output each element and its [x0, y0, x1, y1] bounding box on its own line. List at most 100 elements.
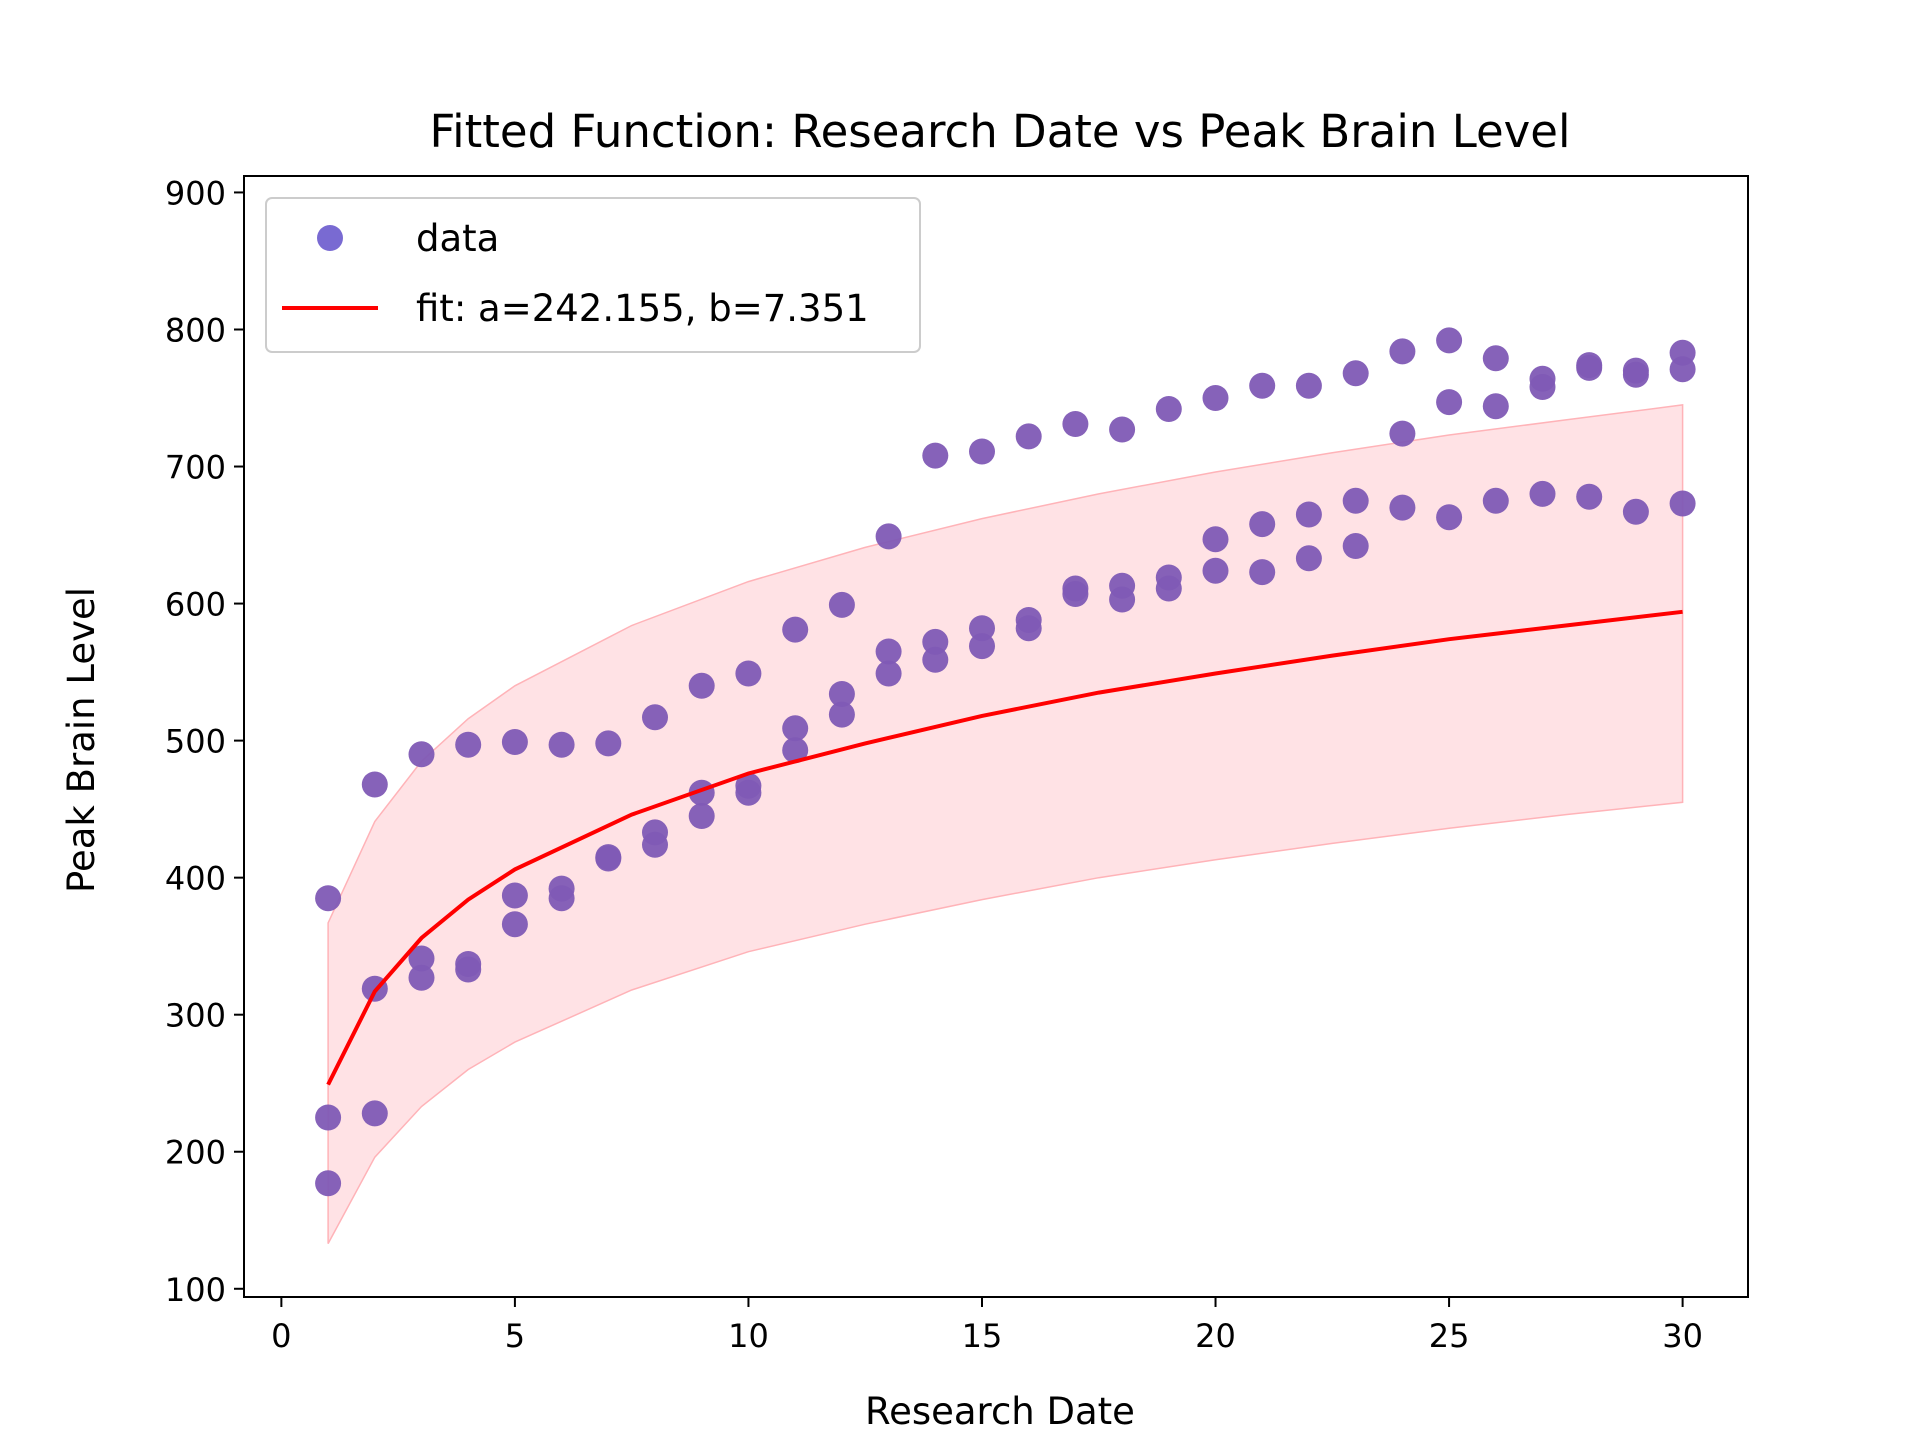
data-point: [1529, 480, 1556, 507]
data-point: [1342, 360, 1369, 387]
data-point: [1482, 345, 1509, 372]
data-point: [595, 730, 622, 757]
data-point: [501, 911, 528, 938]
data-point: [1389, 420, 1416, 447]
data-point: [875, 523, 902, 550]
data-point: [1295, 372, 1322, 399]
data-point: [361, 1100, 388, 1127]
data-point: [922, 646, 949, 673]
data-point: [828, 681, 855, 707]
plot-area: 0 5 10 15 20 25 30 100 200 300 400 500 600 700 800 900: [165, 174, 1749, 1355]
x-tick-label: 15: [962, 1317, 1003, 1355]
data-point: [1015, 615, 1042, 642]
x-tick-label: 25: [1429, 1317, 1470, 1355]
legend-box: [265, 197, 921, 353]
data-point: [455, 956, 482, 983]
data-point: [1342, 487, 1369, 514]
plot-frame: [243, 175, 1749, 1298]
data-point: [1155, 575, 1182, 602]
data-point: [548, 731, 575, 758]
data-point: [1249, 372, 1276, 399]
data-point: [408, 741, 435, 768]
data-point: [1529, 374, 1556, 400]
data-point: [969, 438, 995, 465]
data-point: [922, 628, 949, 655]
data-point: [1295, 545, 1322, 572]
legend: data fit: a=242.155, b=7.351: [265, 197, 921, 353]
y-tick-label: 200: [165, 1134, 226, 1172]
data-point: [1249, 511, 1276, 538]
chart-title: Fitted Function: Research Date vs Peak B…: [430, 105, 1571, 158]
data-point: [735, 660, 762, 687]
data-point: [1202, 385, 1229, 411]
x-axis-title: Research Date: [865, 1390, 1135, 1433]
data-point: [688, 672, 715, 699]
data-point: [688, 803, 715, 829]
y-tick-label: 700: [165, 449, 226, 487]
data-point: [595, 845, 622, 872]
data-point: [501, 729, 528, 755]
data-point: [1436, 389, 1463, 416]
data-point: [1155, 396, 1182, 422]
data-point: [1576, 354, 1603, 381]
data-point: [1109, 586, 1136, 613]
data-point: [1576, 483, 1603, 510]
y-tick-label: 400: [165, 860, 226, 898]
data-point: [1202, 557, 1229, 584]
y-tick-label: 600: [165, 586, 226, 624]
data-point: [1669, 356, 1696, 383]
data-point: [1015, 423, 1042, 450]
y-tick-label: 300: [165, 997, 226, 1035]
data-point: [408, 945, 435, 972]
data-point: [315, 1104, 342, 1131]
data-point: [1622, 498, 1649, 525]
data-point: [548, 885, 575, 912]
data-point: [1062, 411, 1089, 437]
data-point: [1482, 393, 1509, 420]
data-point: [1389, 338, 1416, 365]
data-point: [969, 633, 995, 660]
data-point: [455, 731, 482, 758]
data-point: [875, 660, 902, 687]
data-point: [828, 591, 855, 618]
data-point: [828, 701, 855, 728]
fit-confidence-band: [327, 404, 1684, 1244]
x-tick-label: 0: [271, 1317, 291, 1355]
data-point: [1109, 416, 1136, 443]
data-point: [1436, 327, 1463, 354]
data-point: [1389, 494, 1416, 521]
fit-line: [326, 609, 1683, 1086]
data-point: [922, 442, 949, 469]
data-point: [1249, 559, 1276, 586]
y-axis-title: Peak Brain Level: [60, 587, 103, 893]
data-point: [408, 964, 435, 991]
data-point: [1342, 533, 1369, 559]
x-tick-label: 5: [505, 1317, 525, 1355]
data-point: [1295, 501, 1322, 528]
y-tick-label: 900: [165, 174, 226, 212]
legend-label: data: [416, 217, 499, 260]
legend-marker-data: [317, 225, 343, 251]
data-point: [1482, 487, 1509, 514]
y-tick-label: 800: [165, 311, 226, 349]
data-point: [782, 616, 809, 643]
y-tick-label: 500: [165, 723, 226, 761]
data-point: [1202, 526, 1229, 553]
x-tick-label: 30: [1662, 1317, 1703, 1355]
data-point: [642, 704, 668, 731]
data-point: [969, 615, 995, 642]
data-point: [642, 831, 668, 858]
data-point: [361, 771, 388, 798]
x-tick-label: 20: [1195, 1317, 1236, 1355]
data-point: [315, 885, 342, 912]
data-point: [782, 737, 809, 764]
y-tick-label: 100: [165, 1271, 226, 1309]
data-point: [1669, 490, 1696, 517]
x-tick-label: 10: [728, 1317, 769, 1355]
data-point: [1622, 361, 1649, 388]
data-point: [735, 779, 762, 806]
legend-label: fit: a=242.155, b=7.351: [416, 287, 869, 330]
data-point: [1436, 504, 1463, 531]
data-point: [875, 638, 902, 665]
